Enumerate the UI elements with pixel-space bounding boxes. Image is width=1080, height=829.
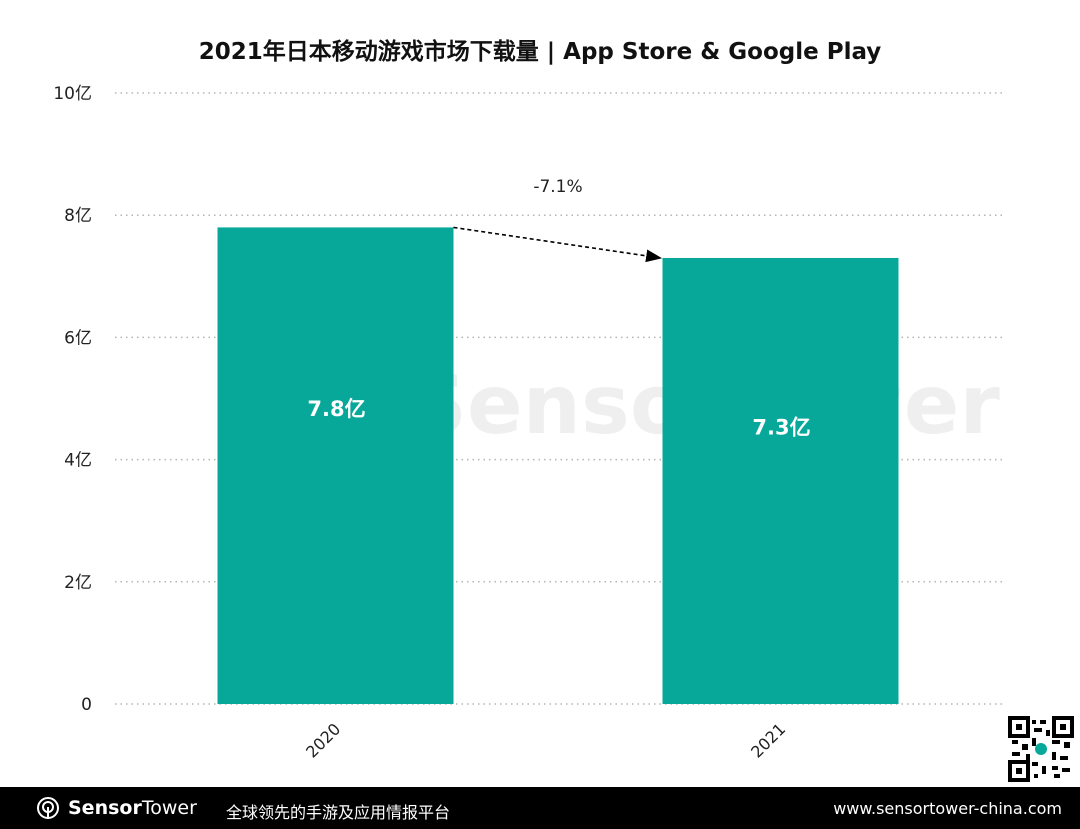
footer-url[interactable]: www.sensortower-china.com bbox=[833, 799, 1062, 818]
x-axis-ticks: 2020 2021 bbox=[302, 719, 789, 761]
x-tick-label: 2021 bbox=[747, 719, 789, 761]
x-tick-label: 2020 bbox=[302, 719, 344, 761]
data-label-2020: 7.8亿 bbox=[307, 397, 365, 421]
y-tick-label: 2亿 bbox=[64, 573, 92, 593]
change-label: -7.1% bbox=[533, 177, 582, 197]
change-arrow bbox=[453, 226, 663, 263]
footer-brand-bold: Sensor bbox=[68, 797, 142, 819]
data-label-2021: 7.3亿 bbox=[752, 415, 810, 439]
footer-slogan: 全球领先的手游及应用情报平台 bbox=[226, 803, 451, 822]
y-tick-label: 0 bbox=[81, 695, 92, 715]
qr-code-icon bbox=[1008, 716, 1074, 782]
qr-code bbox=[1008, 716, 1074, 782]
y-tick-label: 6亿 bbox=[64, 328, 92, 348]
bars: 7.8亿 7.3亿 bbox=[217, 227, 899, 705]
y-tick-label: 10亿 bbox=[53, 84, 92, 104]
chart-title: 2021年日本移动游戏市场下载量 | App Store & Google Pl… bbox=[198, 39, 882, 65]
y-tick-label: 4亿 bbox=[64, 451, 92, 471]
bar-chart: 0 2亿 4亿 6亿 8亿 10亿 7.8亿 7.3亿 2020 2021 -7.1% bbox=[53, 84, 1005, 762]
bar-2021 bbox=[662, 257, 899, 704]
y-axis-ticks: 0 2亿 4亿 6亿 8亿 10亿 bbox=[53, 84, 92, 715]
footer-brand: SensorTower bbox=[68, 797, 197, 819]
y-tick-label: 8亿 bbox=[64, 206, 92, 226]
footer-brand-regular: Tower bbox=[141, 797, 197, 819]
footer-bar: SensorTower 全球领先的手游及应用情报平台 www.sensortow… bbox=[0, 787, 1080, 829]
sensortower-logo-icon bbox=[37, 797, 59, 819]
bar-2020 bbox=[217, 227, 454, 705]
change-annotation: -7.1% bbox=[453, 177, 663, 263]
